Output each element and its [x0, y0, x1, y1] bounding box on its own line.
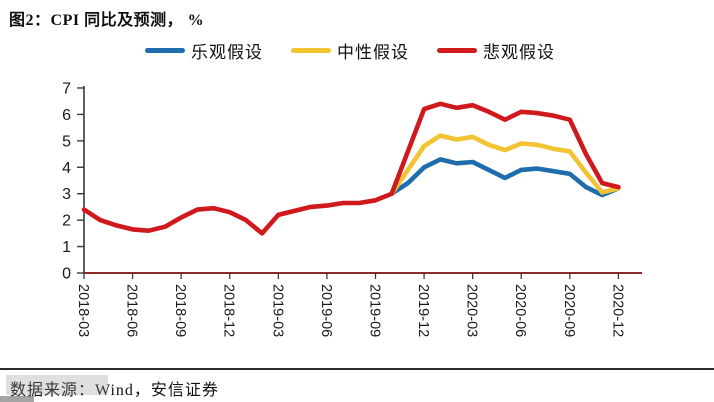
x-axis-tick-label: 2020-09	[561, 284, 577, 337]
legend-line-swatch-blue	[145, 48, 185, 53]
x-axis-tick-label: 2018-09	[172, 284, 188, 337]
y-axis-tick-label: 3	[62, 186, 71, 203]
data-source-label: 数据来源：Wind，安信证券	[10, 382, 219, 399]
chart-title: 图2：CPI 同比及预测， %	[9, 6, 204, 30]
watermark-logo	[0, 396, 34, 402]
y-axis-tick-label: 2	[62, 213, 71, 230]
y-axis-tick-label: 5	[62, 133, 71, 150]
y-axis-tick-label: 4	[62, 160, 71, 177]
x-axis-tick-label: 2018-03	[75, 284, 91, 337]
legend-line-swatch-red	[437, 48, 477, 53]
watermark-overlay	[6, 375, 108, 395]
chart-title-text: CPI 同比及预测， %	[50, 12, 205, 29]
x-axis-tick-label: 2020-12	[609, 284, 625, 337]
legend-label-pessimistic: 悲观假设	[483, 43, 555, 62]
legend-label-neutral: 中性假设	[337, 43, 409, 62]
x-axis-tick-label: 2018-06	[124, 284, 140, 337]
x-axis-tick-label: 2019-09	[366, 284, 382, 337]
y-axis-tick-label: 7	[62, 80, 71, 97]
legend-line-swatch-yellow	[291, 48, 331, 53]
x-axis-tick-label: 2020-06	[512, 284, 528, 337]
chart-legend: 乐观假设 中性假设 悲观假设	[0, 38, 700, 63]
legend-item-optimistic: 乐观假设	[145, 38, 263, 63]
series-line-0-乐观假设	[389, 157, 621, 198]
chart-title-prefix: 图2：	[9, 12, 51, 29]
series-line-2-悲观假设	[81, 101, 621, 236]
x-axis-tick-label: 2020-03	[464, 284, 480, 337]
x-axis-tick-label: 2018-12	[221, 284, 237, 337]
legend-item-neutral: 中性假设	[291, 38, 409, 63]
y-axis-tick-label: 0	[62, 266, 71, 283]
footer: 数据来源：Wind，安信证券	[0, 368, 714, 400]
y-axis-tick-label: 6	[62, 107, 71, 124]
legend-label-optimistic: 乐观假设	[191, 43, 263, 62]
x-axis-tick-label: 2019-03	[269, 284, 285, 337]
x-axis-tick-label: 2019-06	[318, 284, 334, 337]
x-axis-tick-label: 2019-12	[415, 284, 431, 337]
series-line-1-中性假设	[389, 133, 621, 196]
y-axis-tick-label: 1	[62, 239, 71, 256]
legend-item-pessimistic: 悲观假设	[437, 38, 555, 63]
